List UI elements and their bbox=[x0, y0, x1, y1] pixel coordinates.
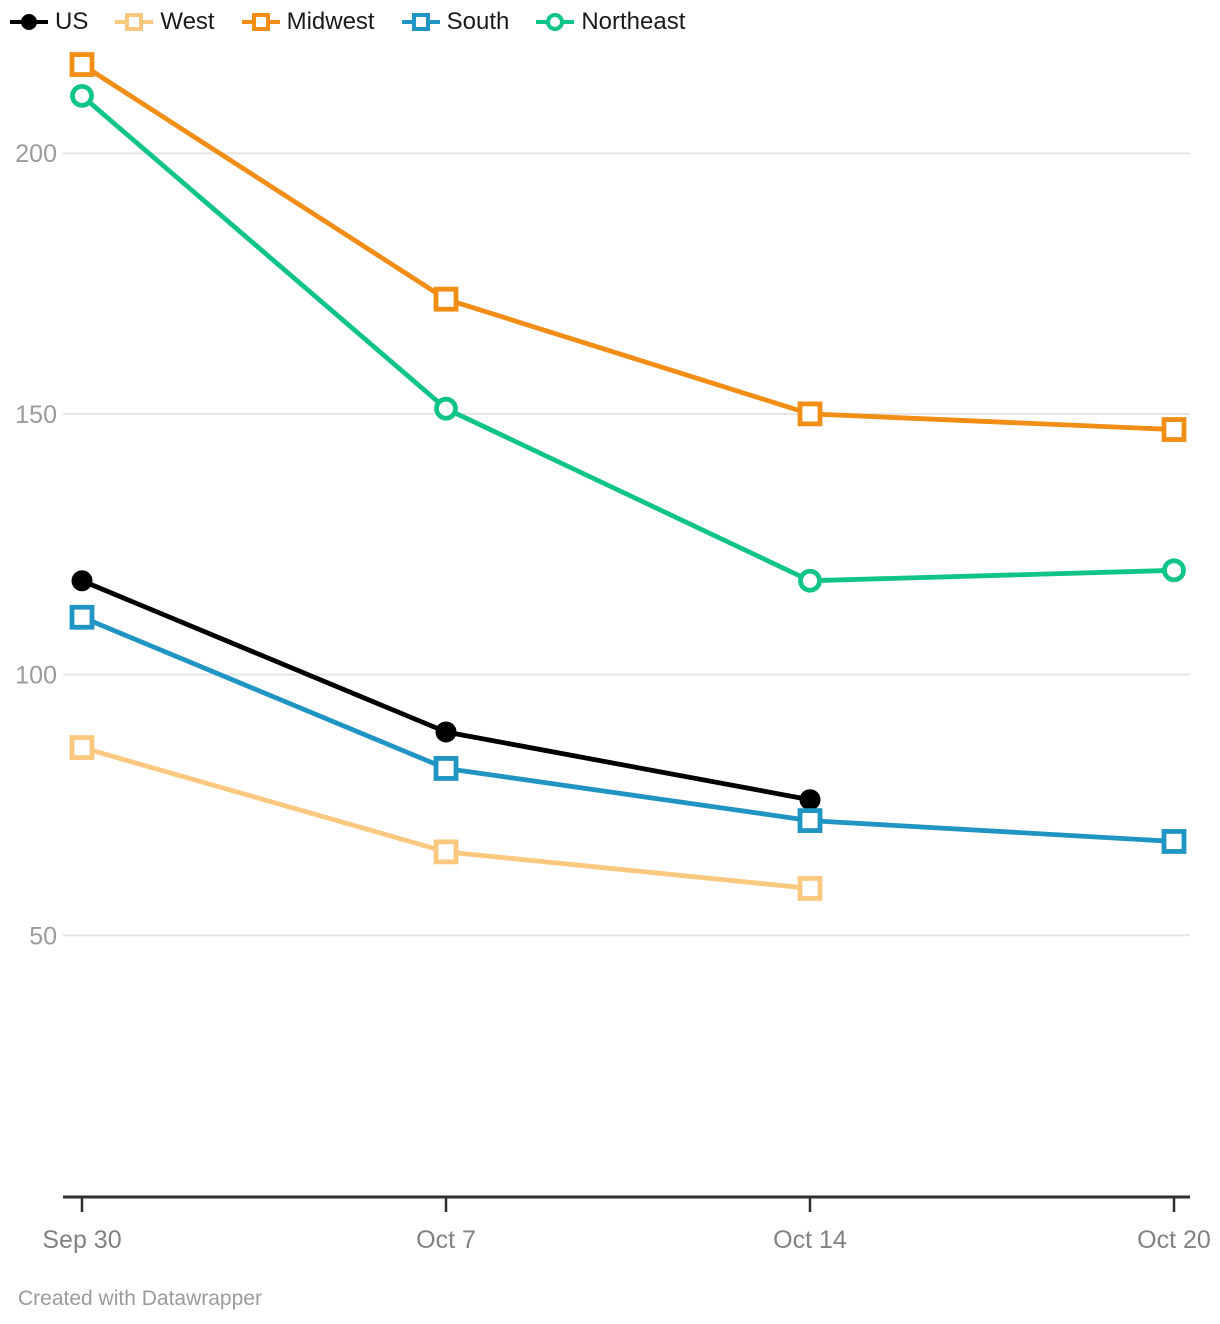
x-tick-label-Oct-7: Oct 7 bbox=[416, 1226, 476, 1254]
legend-item-Northeast: Northeast bbox=[536, 10, 685, 34]
legend-label: South bbox=[446, 8, 510, 35]
attribution-text: Created with Datawrapper bbox=[18, 1287, 262, 1310]
legend-label: Midwest bbox=[286, 8, 375, 35]
y-tick-label-100: 100 bbox=[15, 662, 57, 690]
legend-marker-glyph bbox=[411, 13, 430, 31]
legend-item-Midwest: Midwest bbox=[241, 8, 375, 35]
data-point-South bbox=[69, 604, 95, 630]
legend-marker-glyph bbox=[125, 13, 144, 31]
data-point-US bbox=[435, 721, 457, 743]
y-tick-label-150: 150 bbox=[15, 401, 57, 429]
y-tick-label-50: 50 bbox=[29, 922, 57, 950]
y-tick-label-200: 200 bbox=[15, 140, 57, 168]
legend-marker-square-open bbox=[401, 13, 440, 31]
data-point-Midwest bbox=[797, 401, 823, 427]
data-point-Midwest bbox=[69, 52, 95, 77]
series-line-South bbox=[79, 614, 1177, 844]
data-point-Midwest bbox=[1161, 417, 1187, 442]
data-point-US bbox=[799, 789, 821, 811]
series-line-Midwest bbox=[79, 62, 1177, 432]
chart-legend: US West Midwest South Northeast bbox=[10, 10, 685, 34]
x-tick-label-Sep-30: Sep 30 bbox=[42, 1226, 121, 1254]
data-point-West bbox=[797, 875, 823, 901]
data-point-Northeast bbox=[798, 568, 822, 593]
legend-marker-circle-open bbox=[536, 13, 575, 31]
legend-item-US: US bbox=[10, 10, 88, 34]
legend-item-South: South bbox=[401, 8, 510, 35]
x-tick-label-Oct-20: Oct 20 bbox=[1137, 1226, 1211, 1254]
legend-marker-circle-filled bbox=[10, 14, 48, 30]
x-tick-label-Oct-14: Oct 14 bbox=[773, 1226, 847, 1254]
data-point-South bbox=[433, 756, 459, 781]
data-point-West bbox=[433, 839, 459, 865]
legend-marker-square-open bbox=[115, 13, 154, 31]
legend-marker-glyph bbox=[546, 13, 565, 31]
legend-marker-square-open bbox=[241, 13, 280, 31]
legend-label: US bbox=[55, 8, 89, 35]
data-point-Northeast bbox=[1162, 558, 1186, 583]
legend-item-West: West bbox=[115, 8, 215, 35]
legend-label: West bbox=[160, 8, 215, 35]
data-point-South bbox=[797, 808, 823, 833]
data-point-US bbox=[71, 570, 93, 592]
series-line-Northeast bbox=[79, 93, 1177, 584]
data-point-Midwest bbox=[433, 286, 459, 312]
data-point-West bbox=[69, 735, 95, 760]
data-point-South bbox=[1161, 829, 1187, 854]
legend-marker-glyph bbox=[21, 14, 37, 30]
legend-marker-glyph bbox=[251, 13, 270, 31]
data-point-Northeast bbox=[434, 396, 458, 421]
data-point-Northeast bbox=[70, 83, 94, 108]
legend-label: Northeast bbox=[581, 8, 686, 35]
